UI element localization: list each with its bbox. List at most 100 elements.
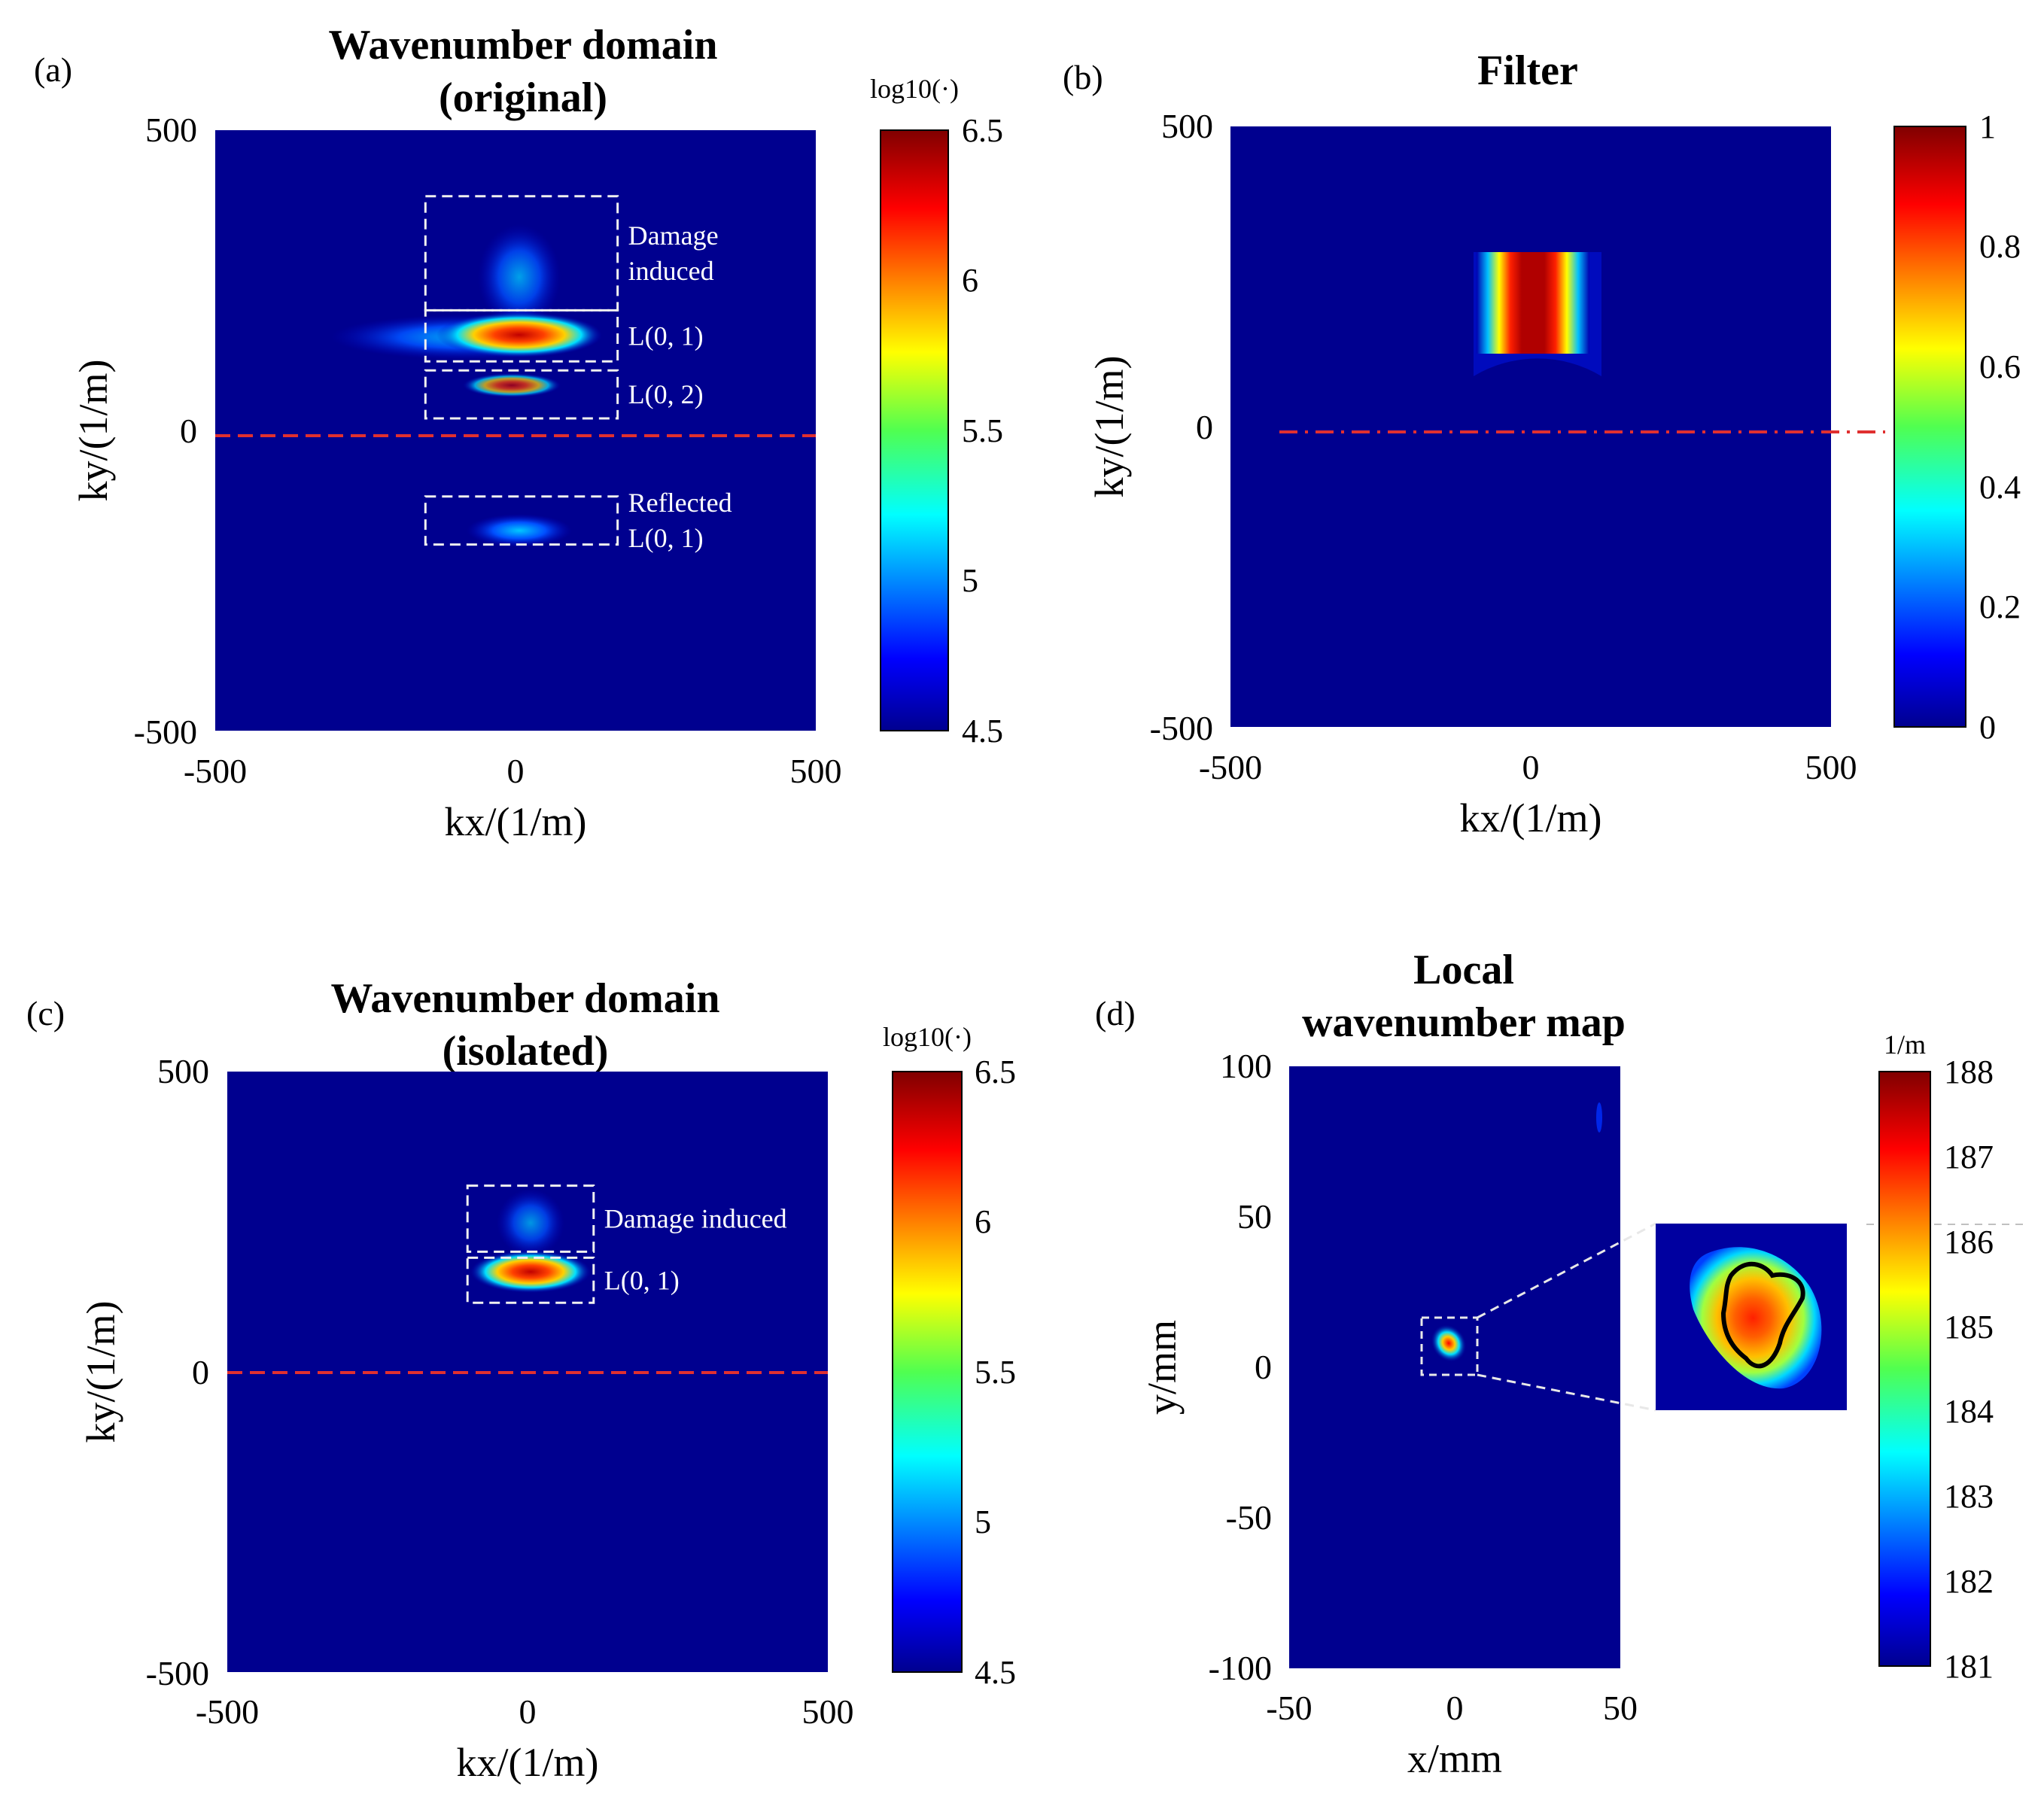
panel-a-xtick-neg500: -500 xyxy=(184,752,247,790)
panel-a-ytick-500: 500 xyxy=(145,111,197,149)
panel-a-plot-area xyxy=(215,130,816,731)
panel-d-ytick-neg50: -50 xyxy=(1226,1498,1272,1537)
panel-c-cb-tick-6: 6 xyxy=(975,1203,991,1240)
panel-b-xtick-neg500: -500 xyxy=(1199,748,1262,786)
panel-d-ytick-0: 0 xyxy=(1255,1348,1272,1386)
panel-b-xtick-500: 500 xyxy=(1805,748,1857,786)
panel-d-ytick-100: 100 xyxy=(1220,1047,1272,1085)
panel-a-annotation-box-3 xyxy=(424,495,619,546)
panel-a-ylabel: ky/(1/m) xyxy=(71,360,116,502)
panel-d-ylabel: y/mm xyxy=(1139,1320,1185,1415)
panel-d-xtick-0: 0 xyxy=(1446,1689,1464,1727)
panel-d-cb-tick-185: 185 xyxy=(1944,1309,1994,1345)
panel-a-xlabel: kx/(1/m) xyxy=(445,799,587,844)
panel-a-annotation-box-2 xyxy=(424,369,619,420)
panel-a-annotation-0-line-1: induced xyxy=(628,256,714,286)
panel-a-cb-tick-4.5: 4.5 xyxy=(962,713,1003,749)
panel-c-annotation-box-0 xyxy=(466,1184,595,1253)
panel-d-cb-tick-187: 187 xyxy=(1944,1139,1994,1175)
panel-d-title-line1: Local xyxy=(1413,947,1514,993)
panel-d-zoom-box xyxy=(1420,1316,1479,1376)
panel-a-colorbar xyxy=(880,129,949,731)
panel-a-cb-tick-5.5: 5.5 xyxy=(962,412,1003,449)
panel-a-label: (a) xyxy=(34,50,72,89)
panel-d-zoom-connector-bottom xyxy=(1477,1373,1656,1412)
panel-d-cb-tick-184: 184 xyxy=(1944,1393,1994,1430)
panel-d-cb-tick-181: 181 xyxy=(1944,1648,1994,1685)
panel-d-hotspot xyxy=(1431,1324,1467,1362)
panel-a-cb-tick-6: 6 xyxy=(962,262,978,299)
panel-d-zoom-connector-top xyxy=(1477,1222,1656,1319)
panel-a-title-line1: Wavenumber domain xyxy=(328,22,717,68)
panel-d-label: (d) xyxy=(1095,994,1136,1032)
panel-a-cb-tick-6.5: 6.5 xyxy=(962,112,1003,149)
panel-d-inset-wavenumber-field xyxy=(1690,1247,1822,1389)
panel-c: (c) Wavenumber domain (isolated) Damage … xyxy=(26,975,1016,1785)
panel-b-ytick-neg500: -500 xyxy=(1150,709,1213,747)
panel-a-cb-tick-5: 5 xyxy=(962,562,978,599)
panel-c-xtick-0: 0 xyxy=(519,1692,537,1731)
panel-a-l02-peak xyxy=(463,373,561,397)
panel-a-annotation-0-line-0: Damage xyxy=(628,220,719,251)
panel-c-cb-tick-4.5: 4.5 xyxy=(975,1654,1016,1691)
panel-d-cb-tick-183: 183 xyxy=(1944,1478,1994,1515)
panel-c-ytick-500: 500 xyxy=(157,1052,209,1090)
panel-a-xtick-500: 500 xyxy=(790,752,842,790)
panel-c-annotation-1-line-0: L(0, 1) xyxy=(604,1265,680,1295)
panel-c-ytick-neg500: -500 xyxy=(146,1654,209,1692)
panel-d-xtick-neg50: -50 xyxy=(1266,1689,1312,1727)
panel-a-damage-energy xyxy=(478,224,561,330)
panel-b-xlabel: kx/(1/m) xyxy=(1460,795,1602,841)
panel-a-ytick-0: 0 xyxy=(180,412,197,450)
panel-d-inset xyxy=(1656,1224,1847,1410)
panel-c-ytick-0: 0 xyxy=(192,1353,209,1391)
panel-c-ylabel: ky/(1/m) xyxy=(78,1301,123,1443)
panel-a: (a) Wavenumber domain (original) Damage i… xyxy=(34,22,1003,844)
panel-c-cb-tick-6.5: 6.5 xyxy=(975,1054,1016,1090)
panel-b-cb-tick-0: 0 xyxy=(1979,709,1996,746)
panel-b-cb-tick-0.6: 0.6 xyxy=(1979,348,2021,385)
panel-c-annotations: Damage induced L(0, 1) xyxy=(604,1204,787,1296)
panel-b-cb-tick-1: 1 xyxy=(1979,108,1996,145)
panel-c-xtick-500: 500 xyxy=(802,1692,854,1731)
panel-c-title-line1: Wavenumber domain xyxy=(330,975,719,1022)
panel-d-plot-area xyxy=(1289,1066,1620,1668)
panel-d: (d) Local wavenumber map 100 50 0 -50 -1… xyxy=(1095,947,2024,1781)
panel-b: (b) Filter 500 0 -500 -500 0 500 kx/(1/m… xyxy=(1063,47,2021,841)
panel-d-edge-artifact xyxy=(1596,1102,1602,1133)
panel-b-ytick-0: 0 xyxy=(1196,408,1213,446)
panel-c-damage-energy xyxy=(497,1189,564,1257)
panel-d-ytick-50: 50 xyxy=(1237,1197,1272,1236)
panel-d-cb-tick-182: 182 xyxy=(1944,1563,1994,1600)
panel-c-xlabel: kx/(1/m) xyxy=(457,1740,599,1785)
panel-b-ytick-500: 500 xyxy=(1161,107,1213,145)
panel-d-colorbar-unit: 1/m xyxy=(1884,1029,1926,1060)
panel-c-cb-tick-5: 5 xyxy=(975,1504,991,1540)
panel-c-annotation-0-line-0: Damage induced xyxy=(604,1204,787,1234)
panel-c-title-line2: (isolated) xyxy=(443,1028,609,1075)
panel-a-title-line2: (original) xyxy=(439,74,607,121)
panel-a-annotations: Damage induced L(0, 1) L(0, 2) Reflected L(0,… xyxy=(628,220,732,553)
panel-a-ytick-neg500: -500 xyxy=(134,713,197,751)
panel-b-cb-tick-0.4: 0.4 xyxy=(1979,469,2021,506)
panel-a-annotation-3-line-0: Reflected xyxy=(628,488,732,518)
panel-d-xtick-50: 50 xyxy=(1603,1689,1638,1727)
panel-a-annotation-box-1 xyxy=(424,309,619,363)
panel-d-cb-tick-188: 188 xyxy=(1944,1054,1994,1090)
panel-a-boxes xyxy=(424,195,619,546)
panel-c-colorbar-unit: log10(·) xyxy=(883,1022,972,1052)
panel-b-ylabel: ky/(1/m) xyxy=(1087,356,1132,498)
panel-c-spectrum xyxy=(470,1189,591,1293)
panel-a-reflected-peak xyxy=(467,514,572,547)
panel-b-xtick-0: 0 xyxy=(1522,748,1540,786)
panel-a-l01-peak xyxy=(436,312,602,357)
panel-b-filter-passband xyxy=(1477,252,1589,354)
panel-b-cb-tick-0.8: 0.8 xyxy=(1979,228,2021,265)
panel-b-colorbar xyxy=(1893,126,1966,728)
panel-c-l01-peak xyxy=(470,1251,591,1293)
panel-a-annotation-box-0 xyxy=(424,195,619,312)
panel-b-plot-area xyxy=(1230,126,1831,727)
panel-c-colorbar xyxy=(892,1071,963,1673)
panel-c-cb-tick-5.5: 5.5 xyxy=(975,1354,1016,1391)
